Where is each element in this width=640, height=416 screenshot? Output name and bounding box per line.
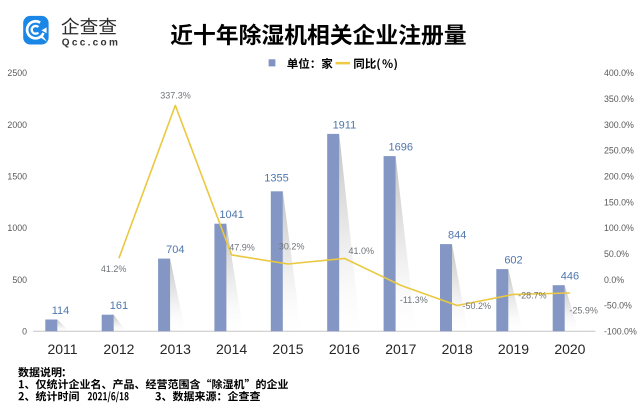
- svg-text:2019: 2019: [498, 341, 529, 357]
- svg-text:350.0%: 350.0%: [604, 94, 634, 104]
- svg-text:844: 844: [448, 230, 466, 242]
- svg-text:0: 0: [22, 327, 27, 337]
- svg-text:114: 114: [52, 305, 70, 317]
- svg-text:-25.9%: -25.9%: [569, 306, 598, 316]
- svg-text:2015: 2015: [272, 341, 303, 357]
- svg-text:150.0%: 150.0%: [604, 197, 634, 207]
- svg-text:446: 446: [561, 271, 579, 283]
- svg-text:200.0%: 200.0%: [604, 172, 634, 182]
- svg-text:1041: 1041: [219, 209, 243, 221]
- svg-text:100.0%: 100.0%: [604, 223, 634, 233]
- svg-text:-50.0%: -50.0%: [604, 301, 632, 311]
- svg-text:2000: 2000: [7, 120, 27, 130]
- svg-text:2012: 2012: [103, 341, 134, 357]
- svg-text:50.0%: 50.0%: [604, 249, 629, 259]
- svg-text:Qcc.com: Qcc.com: [62, 37, 120, 48]
- svg-text:1000: 1000: [7, 223, 27, 233]
- svg-text:1355: 1355: [264, 173, 288, 185]
- svg-text:2014: 2014: [216, 341, 247, 357]
- svg-text:1911: 1911: [333, 119, 357, 131]
- svg-text:2017: 2017: [385, 341, 416, 357]
- svg-text:41.2%: 41.2%: [101, 264, 127, 274]
- svg-text:161: 161: [110, 300, 128, 312]
- svg-text:41.0%: 41.0%: [349, 246, 375, 256]
- svg-text:500: 500: [12, 275, 27, 285]
- svg-text:337.3%: 337.3%: [160, 91, 191, 101]
- svg-text:2013: 2013: [160, 341, 191, 357]
- svg-text:2011: 2011: [47, 341, 77, 357]
- svg-text:2018: 2018: [442, 341, 473, 357]
- svg-text:602: 602: [504, 255, 522, 267]
- svg-text:-100.0%: -100.0%: [604, 327, 637, 337]
- svg-text:704: 704: [166, 244, 184, 256]
- svg-text:2500: 2500: [7, 68, 27, 78]
- svg-text:30.2%: 30.2%: [279, 242, 305, 252]
- svg-text:47.9%: 47.9%: [229, 242, 255, 252]
- svg-text:300.0%: 300.0%: [604, 120, 634, 130]
- svg-text:-28.7%: -28.7%: [518, 291, 547, 301]
- svg-text:2020: 2020: [554, 341, 585, 357]
- svg-text:0.0%: 0.0%: [604, 275, 624, 285]
- svg-text:400.0%: 400.0%: [604, 68, 634, 78]
- svg-text:1500: 1500: [7, 172, 27, 182]
- svg-text:-11.3%: -11.3%: [400, 295, 428, 305]
- svg-text:-50.2%: -50.2%: [463, 301, 492, 311]
- svg-text:250.0%: 250.0%: [604, 146, 634, 156]
- svg-text:2016: 2016: [329, 341, 360, 357]
- svg-text:1696: 1696: [389, 142, 413, 154]
